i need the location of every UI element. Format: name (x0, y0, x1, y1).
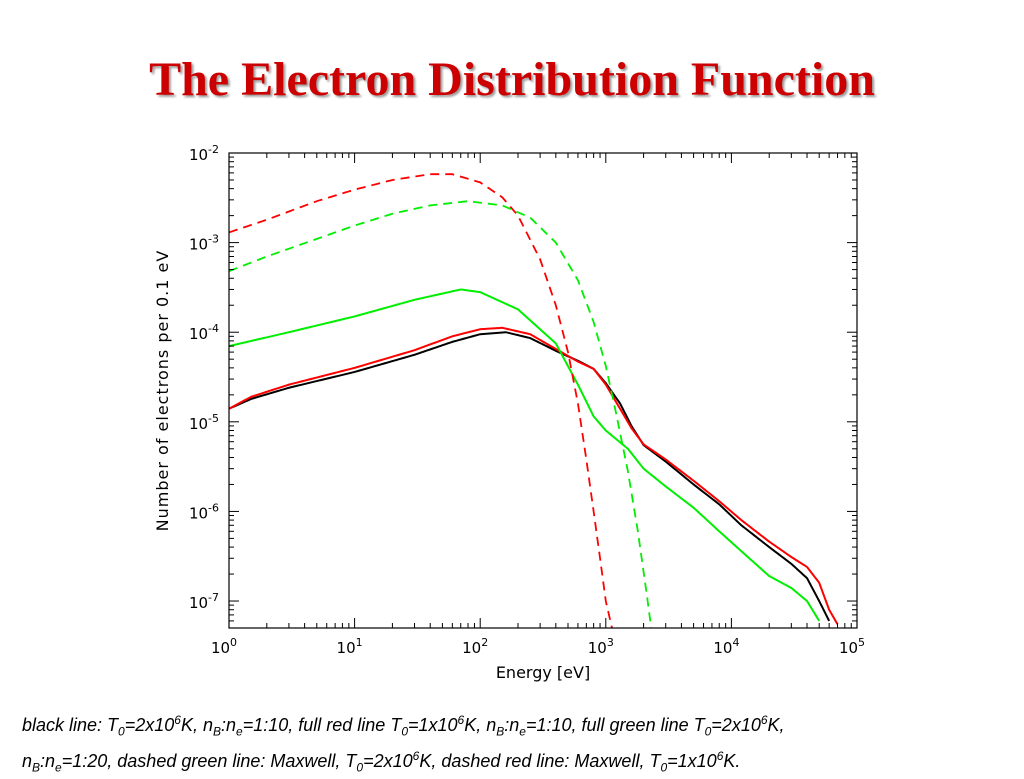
series-layer (229, 173, 839, 628)
y-tick-label: 10-2 (189, 143, 219, 164)
series-line-3 (229, 288, 821, 622)
series-line-5 (229, 200, 653, 628)
y-tick-label: 10-4 (189, 322, 219, 343)
series-line-1 (229, 331, 831, 622)
x-tick-label: 102 (462, 636, 488, 657)
x-tick-label: 105 (839, 636, 865, 657)
chart: 100 101 102 103 104 105 10-7 10-6 10-5 10-4 10-3 10… (153, 143, 865, 682)
labels-layer: 100 101 102 103 104 105 10-7 10-6 10-5 10-4 10-3 10… (153, 143, 865, 682)
y-tick-label: 10-7 (189, 591, 219, 612)
y-tick-label: 10-5 (189, 412, 219, 433)
figure-caption: black line: T0=2x106K, nB:ne=1:10, full … (22, 713, 785, 775)
series-line-4 (229, 173, 613, 628)
slide-title: The Electron Distribution Function (149, 53, 875, 106)
y-axis-title: Number of electrons per 0.1 eV (153, 250, 172, 532)
x-tick-label: 104 (713, 636, 739, 657)
ticks-layer (228, 152, 858, 629)
y-tick-label: 10-6 (189, 501, 219, 522)
x-tick-label: 100 (211, 636, 237, 657)
x-tick-label: 103 (588, 636, 614, 657)
x-tick-label: 101 (337, 636, 363, 657)
y-tick-label: 10-3 (189, 233, 219, 254)
series-line-2 (229, 326, 839, 625)
plot-frame (228, 152, 858, 629)
x-axis-title: Energy [eV] (496, 663, 590, 682)
